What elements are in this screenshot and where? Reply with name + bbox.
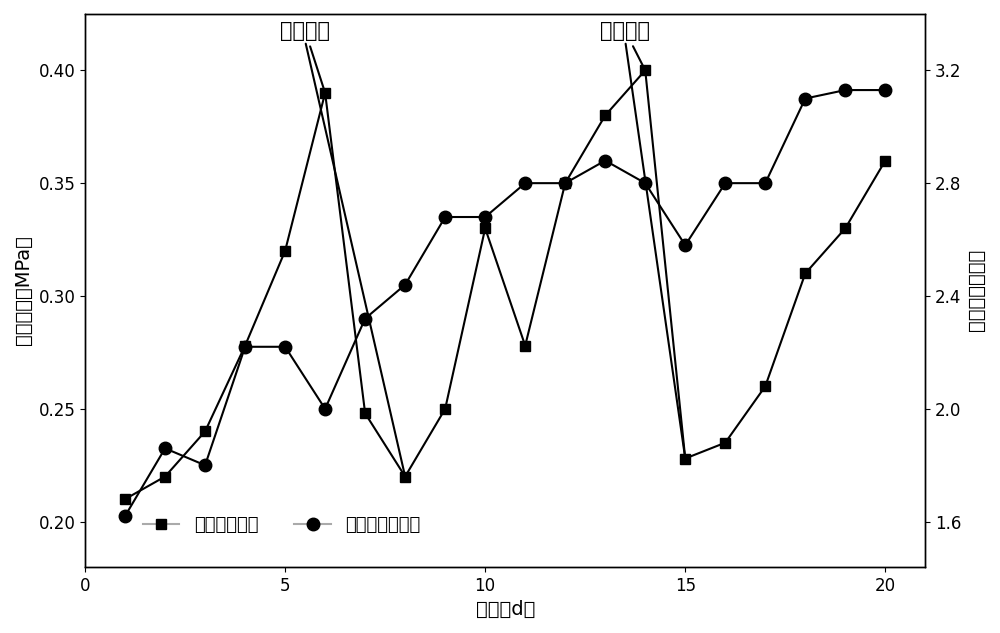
Text: 进行清洗: 进行清洗 [280, 21, 330, 91]
超滤进水压力 [359, 410, 371, 417]
反渗透进水压力 [319, 405, 331, 413]
Line: 超滤进水压力: 超滤进水压力 [120, 65, 890, 504]
超滤进水压力 [399, 473, 411, 480]
Line: 反渗透进水压力: 反渗透进水压力 [119, 84, 892, 522]
超滤进水压力 [199, 428, 211, 436]
反渗透进水压力 [759, 179, 771, 187]
反渗透进水压力 [719, 179, 731, 187]
反渗透进水压力 [399, 281, 411, 289]
反渗透进水压力 [439, 213, 451, 221]
超滤进水压力 [679, 454, 691, 462]
反渗透进水压力 [119, 512, 131, 520]
反渗透进水压力 [279, 343, 291, 351]
反渗透进水压力 [679, 241, 691, 249]
超滤进水压力 [239, 342, 251, 349]
反渗透进水压力 [359, 315, 371, 322]
反渗透进水压力 [599, 157, 611, 165]
反渗透进水压力 [559, 179, 571, 187]
超滤进水压力 [319, 89, 331, 97]
超滤进水压力 [799, 270, 811, 277]
Legend: 超滤进水压力, 反渗透进水压力: 超滤进水压力, 反渗透进水压力 [136, 509, 428, 541]
超滤进水压力 [879, 157, 891, 165]
超滤进水压力 [159, 473, 171, 480]
超滤进水压力 [439, 405, 451, 413]
超滤进水压力 [759, 382, 771, 390]
超滤进水压力 [719, 439, 731, 446]
超滤进水压力 [279, 247, 291, 254]
Y-axis label: 反渗透进水压力: 反渗透进水压力 [967, 249, 986, 332]
Text: 进行清洗: 进行清洗 [600, 21, 650, 68]
超滤进水压力 [599, 111, 611, 119]
反渗透进水压力 [639, 179, 651, 187]
超滤进水压力 [519, 342, 531, 349]
反渗透进水压力 [519, 179, 531, 187]
反渗透进水压力 [199, 461, 211, 469]
反渗透进水压力 [879, 86, 891, 94]
反渗透进水压力 [479, 213, 491, 221]
反渗透进水压力 [799, 95, 811, 103]
反渗透进水压力 [839, 86, 851, 94]
超滤进水压力 [479, 225, 491, 232]
反渗透进水压力 [239, 343, 251, 351]
超滤进水压力 [119, 496, 131, 503]
X-axis label: 天数（d）: 天数（d） [476, 600, 535, 619]
超滤进水压力 [639, 66, 651, 74]
超滤进水压力 [559, 179, 571, 187]
Y-axis label: 进水压力（MPa）: 进水压力（MPa） [14, 235, 33, 345]
超滤进水压力 [839, 225, 851, 232]
反渗透进水压力 [159, 444, 171, 452]
